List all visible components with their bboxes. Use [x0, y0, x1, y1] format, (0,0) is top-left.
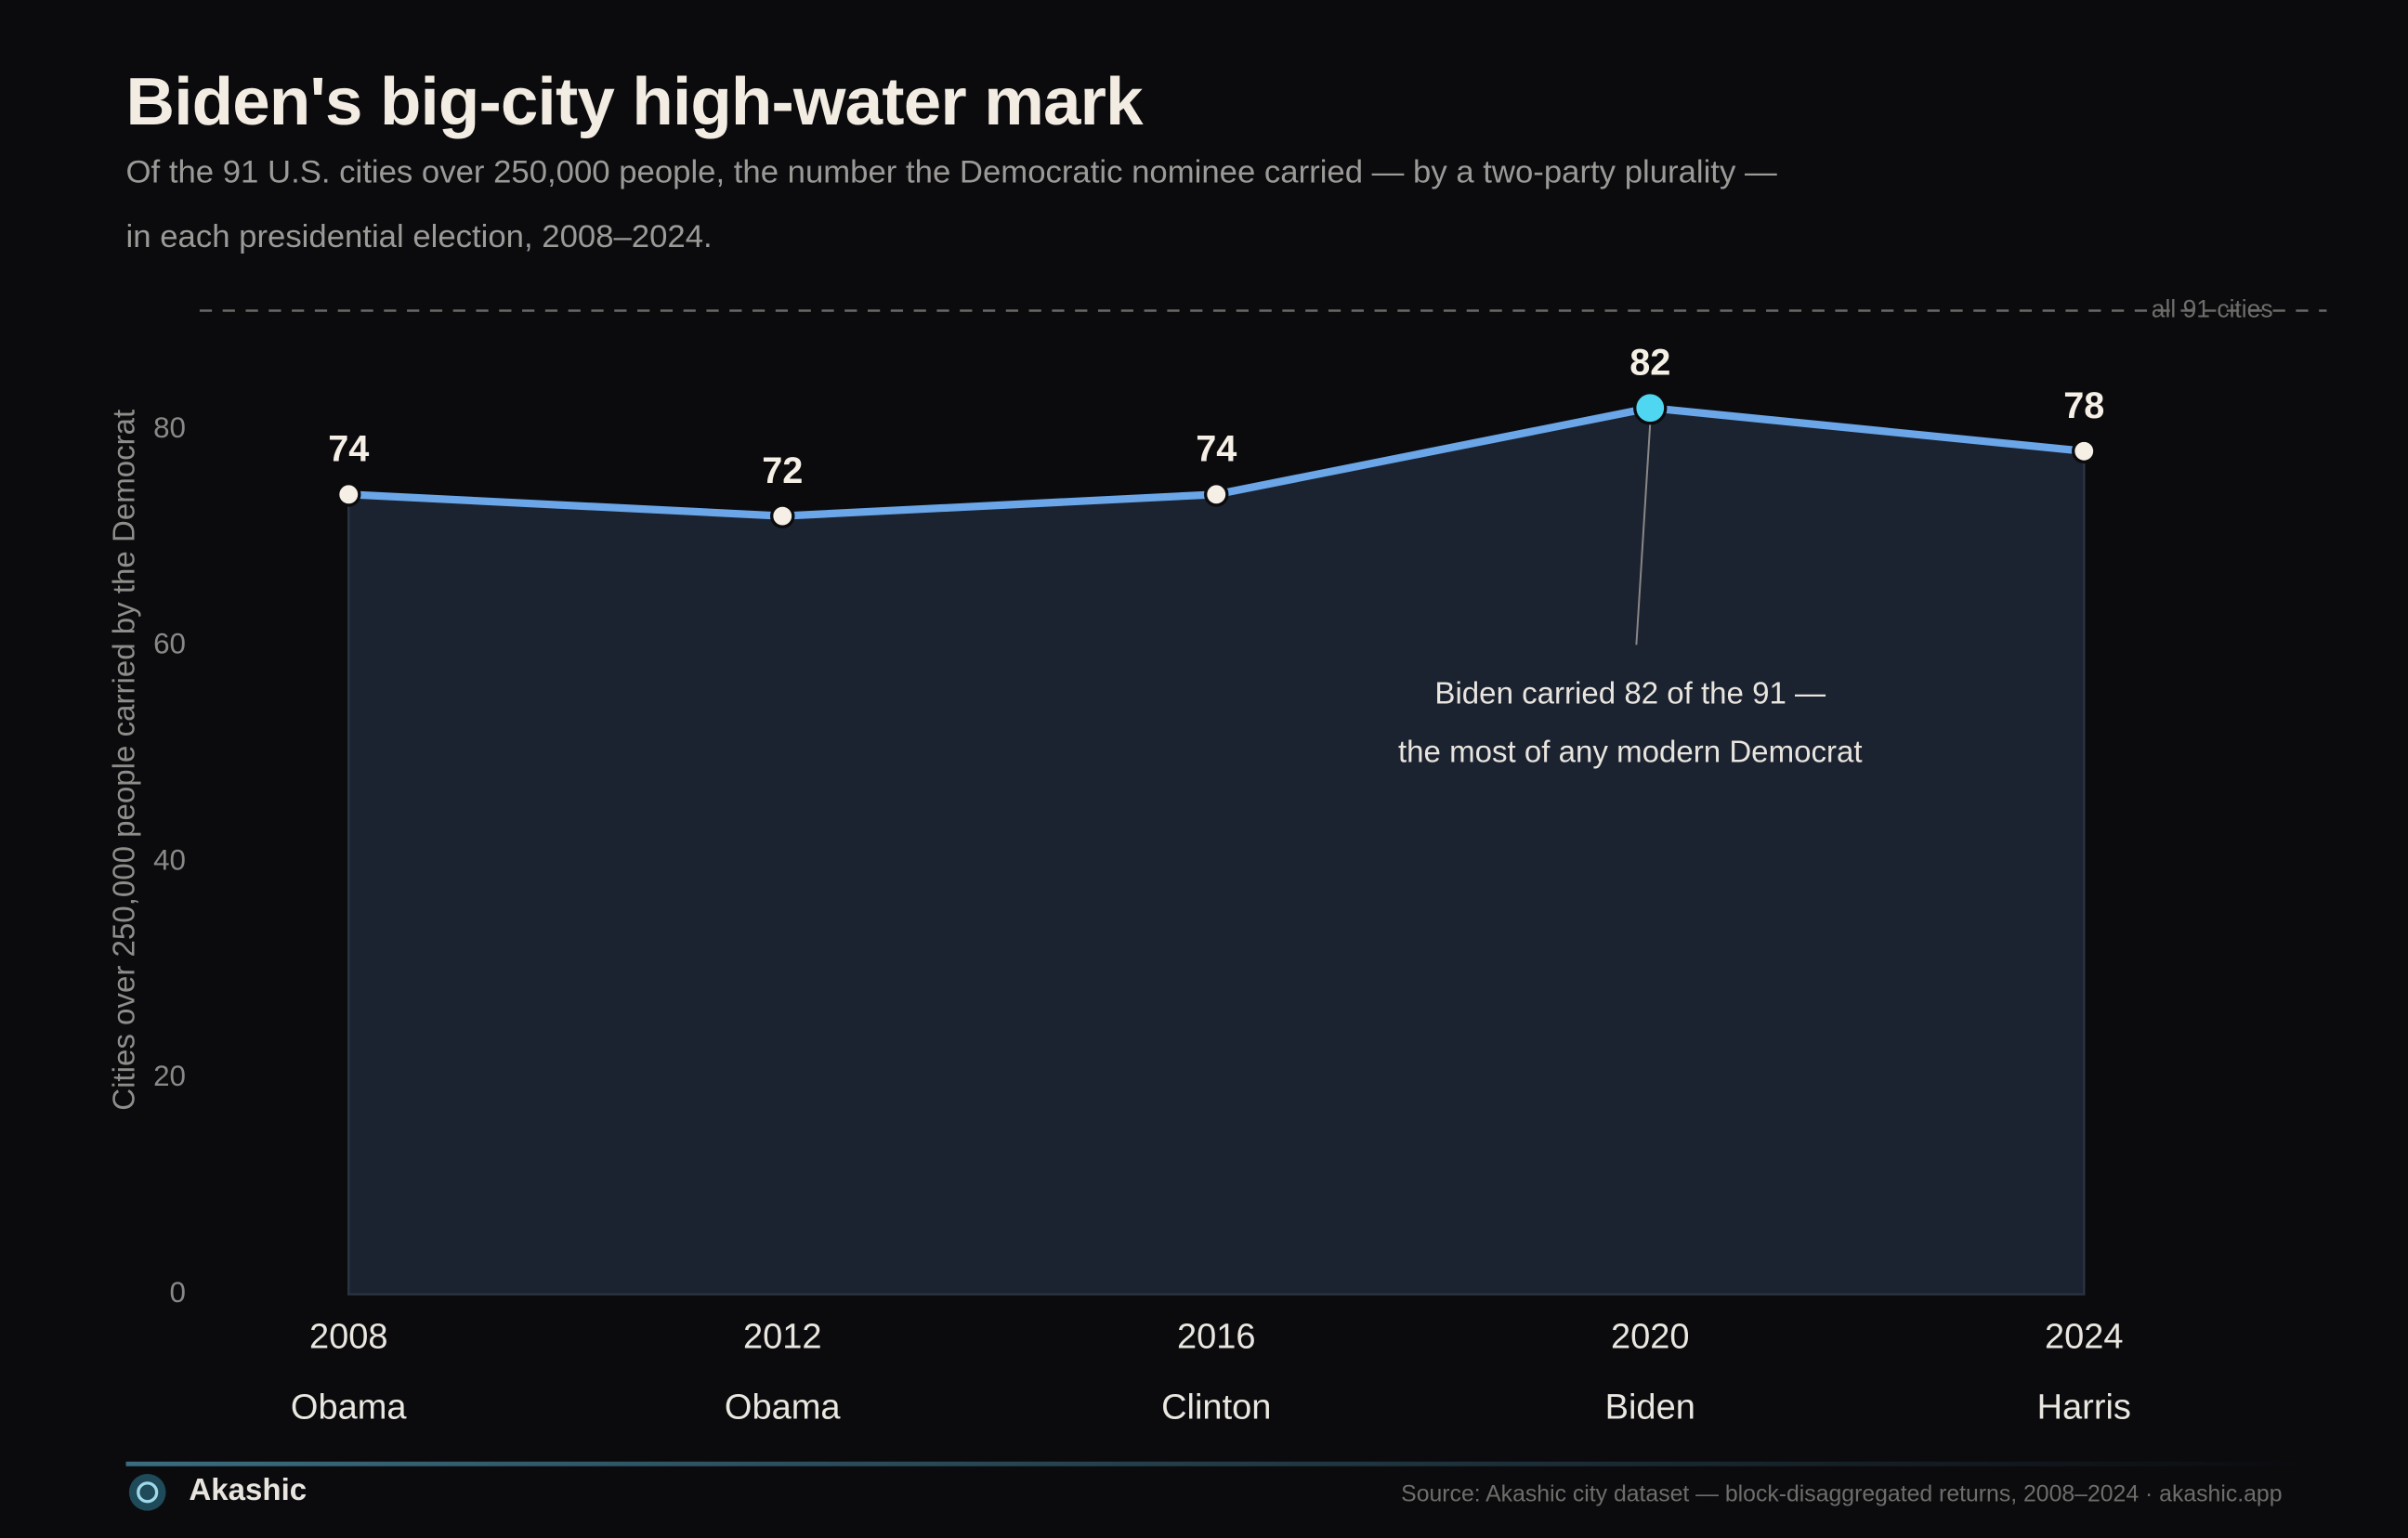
highlight-point	[1633, 391, 1668, 425]
annotation-connector	[1635, 423, 1652, 645]
footer-rule	[125, 1461, 2307, 1466]
value-label: 72	[762, 450, 803, 491]
brand: Akashic	[189, 1473, 308, 1508]
x-tick-label: 2016	[1177, 1318, 1256, 1357]
value-label: 74	[1196, 429, 1237, 470]
y-tick-label: 40	[153, 843, 186, 876]
point	[770, 503, 795, 528]
reference-label: all 91 cities	[2152, 294, 2273, 322]
y-axis-label: Cities over 250,000 people carried by th…	[107, 410, 141, 1111]
nominee-label: Obama	[291, 1388, 408, 1427]
y-tick-label: 20	[153, 1060, 186, 1092]
y-tick-label: 0	[170, 1276, 186, 1309]
value-label: 78	[2063, 385, 2104, 426]
nominee-label: Obama	[725, 1388, 842, 1427]
logo-mark	[137, 1481, 159, 1504]
area	[347, 406, 2086, 1296]
nominee-label: Biden	[1605, 1388, 1695, 1427]
x-tick-label: 2024	[2045, 1318, 2124, 1357]
point	[336, 482, 361, 507]
title: Biden's big-city high-water mark	[125, 64, 1144, 140]
nominee-label: Clinton	[1161, 1388, 1271, 1427]
subtitle: Of the 91 U.S. cities over 250,000 peopl…	[125, 154, 1777, 255]
point	[1204, 482, 1229, 507]
y-tick-label: 60	[153, 628, 186, 660]
annotation: Biden carried 82 of the 91 —	[1434, 677, 1826, 711]
value-label: 74	[328, 429, 369, 470]
source: Source: Akashic city dataset — block-dis…	[1401, 1481, 2283, 1508]
x-tick-label: 2012	[743, 1318, 822, 1357]
logo	[128, 1473, 166, 1511]
point	[2072, 438, 2097, 464]
x-tick-label: 2008	[309, 1318, 388, 1357]
annotation: the most of any modern Democrat	[1398, 735, 1863, 769]
y-tick-label: 80	[153, 411, 186, 444]
value-label: 82	[1629, 342, 1670, 383]
x-tick-label: 2020	[1611, 1318, 1690, 1357]
nominee-label: Harris	[2037, 1388, 2131, 1427]
